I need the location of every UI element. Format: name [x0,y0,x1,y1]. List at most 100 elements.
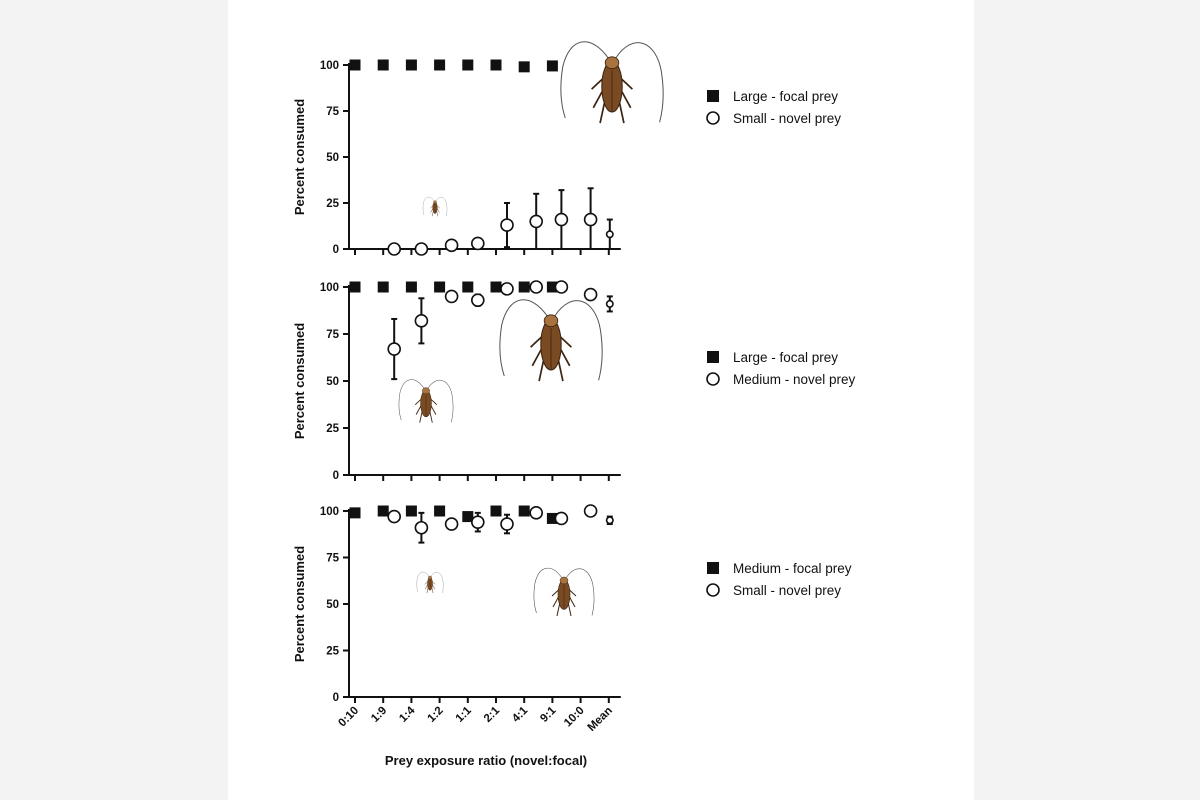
x-tick-label: 9:1 [538,704,559,725]
y-tick-label: 25 [326,198,339,210]
y-tick-label: 100 [320,506,339,518]
cockroach-head [543,314,559,328]
data-point-circle [387,342,401,356]
data-point-square [462,511,474,523]
cockroach-antenna [560,41,610,119]
data-point-circle [387,242,401,256]
data-point-circle [529,214,544,229]
data-point-circle [414,314,429,328]
x-tick-label: 2:1 [482,704,503,725]
data-point-square [490,505,502,517]
y-tick-label: 75 [326,106,339,118]
data-point-square [349,281,361,293]
chart-panel-bottom: 0 25 50 75 100 Percent consumed Medium - focal… [292,504,852,704]
data-point-circle [500,517,514,531]
data-point-circle [471,236,485,251]
figure-card: 0 25 50 75 100 Percent consumed Large - focal … [228,0,974,800]
x-tick-label: 10:0 [562,705,587,730]
cockroach-head [428,575,432,580]
data-point-square [462,59,474,71]
cockroach-head [422,387,430,395]
y-axis-title: Percent consumed [292,99,307,215]
data-point-square [518,281,530,293]
data-point-circle [387,509,401,524]
y-tick-label: 0 [333,470,339,482]
x-tick-label: Mean [586,705,615,734]
data-point-square [349,59,361,71]
cockroach-photo [499,299,603,382]
y-tick-label: 50 [326,152,339,164]
legend-marker-square [707,351,719,363]
cockroach-head [559,576,569,585]
legend-marker-circle [706,372,720,386]
figure-canvas: 0 25 50 75 100 Percent consumed Large - focal … [292,41,856,768]
chart-panel-middle: 0 25 50 75 100 Percent consumed Large - focal … [292,280,856,482]
data-point-circle [529,506,544,520]
data-point-square [546,281,558,293]
data-point-circle [500,282,514,296]
legend-label: Medium - novel prey [733,372,856,387]
y-tick-label: 100 [320,282,339,294]
y-axis-title: Percent consumed [292,546,307,662]
legend-marker-square [707,90,719,102]
data-point-square [434,505,446,517]
data-point-square [405,59,417,71]
y-tick-label: 50 [326,599,339,611]
cockroach-head [604,56,620,70]
data-point-square [377,59,389,71]
data-point-square [546,60,558,72]
y-tick-label: 75 [326,329,339,341]
y-tick-label: 100 [320,60,339,72]
data-point-square [462,281,474,293]
cockroach-head [433,200,437,204]
data-point-circle [583,287,598,302]
data-point-circle [500,218,514,232]
y-tick-label: 25 [326,646,339,658]
data-point-circle [583,212,598,227]
data-point-square [518,61,530,73]
data-point-circle [554,280,569,294]
x-tick-label: 1:2 [425,705,445,725]
legend-marker-square [707,562,719,574]
y-axis-title: Percent consumed [292,323,307,439]
data-point-circle [414,520,429,535]
data-point-circle [583,504,598,518]
cockroach-photo [560,41,664,124]
cockroach-photo [422,197,448,217]
data-point-square [434,59,446,71]
legend-label: Large - focal prey [733,89,838,104]
cockroach-photo [416,572,444,594]
data-point-circle [444,238,459,253]
data-point-circle [605,230,614,239]
data-point-square [434,281,446,293]
data-point-circle [605,299,614,308]
data-point-circle [529,280,544,294]
x-tick-label: 1:9 [369,705,389,725]
legend-label: Small - novel prey [733,111,841,126]
cockroach-antenna [398,379,425,421]
cockroach-antenna [614,42,664,123]
data-point-circle [554,212,569,227]
data-point-square [405,281,417,293]
data-point-circle [414,242,429,256]
data-point-circle [444,517,459,531]
data-point-square [377,505,389,517]
y-tick-label: 75 [326,553,339,565]
cockroach-antenna [533,568,563,614]
legend-marker-circle [706,583,720,597]
x-axis-title: Prey exposure ratio (novel:focal) [385,753,587,768]
data-point-circle [471,293,485,307]
data-point-circle [471,515,485,529]
y-tick-label: 0 [333,244,339,256]
y-tick-label: 0 [333,692,339,704]
cockroach-antenna [499,299,549,377]
data-point-square [490,281,502,293]
data-point-circle [605,516,614,525]
x-tick-label: 4:1 [510,704,531,725]
x-tick-label: 1:4 [397,704,418,725]
legend-label: Small - novel prey [733,583,841,598]
chart-panel-top: 0 25 50 75 100 Percent consumed Large - focal … [292,41,841,256]
cockroach-photo [533,568,595,617]
data-point-square [490,59,502,71]
